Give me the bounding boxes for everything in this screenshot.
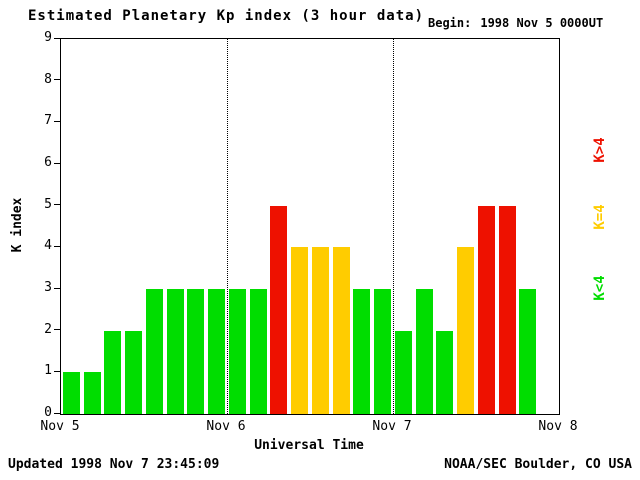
kp-bar xyxy=(208,289,226,414)
y-tick-label: 8 xyxy=(44,71,52,87)
updated-timestamp: Updated 1998 Nov 7 23:45:09 xyxy=(8,457,220,472)
begin-label: Begin: xyxy=(428,16,472,30)
x-tick-label: Nov 7 xyxy=(372,419,412,434)
y-axis-title: K index xyxy=(10,197,25,253)
x-tick-label: Nov 8 xyxy=(538,419,578,434)
kp-bar xyxy=(62,372,80,414)
y-tick-label: 0 xyxy=(44,405,52,420)
x-axis-title: Universal Time xyxy=(254,438,364,453)
kp-bar xyxy=(228,289,246,414)
y-tick-label: 9 xyxy=(44,30,52,45)
kp-bar xyxy=(415,289,433,414)
y-tick-label: 4 xyxy=(44,238,52,254)
source-attribution: NOAA/SEC Boulder, CO USA xyxy=(444,457,632,472)
y-tick-mark xyxy=(54,412,60,414)
kp-bar xyxy=(394,330,412,414)
kp-bar xyxy=(457,247,475,414)
x-tick-label: Nov 6 xyxy=(206,419,246,434)
kp-bar xyxy=(519,289,537,414)
y-tick-mark xyxy=(54,245,60,247)
y-tick-label: 3 xyxy=(44,280,52,295)
y-tick-mark xyxy=(54,329,60,331)
kp-bar xyxy=(498,205,516,414)
kp-bar xyxy=(291,247,309,414)
legend-item: K<4 xyxy=(592,275,608,301)
kp-bar xyxy=(125,330,143,414)
y-tick-label: 1 xyxy=(44,363,52,379)
legend-item: K=4 xyxy=(592,204,608,230)
y-tick-mark xyxy=(54,37,60,39)
chart-title: Estimated Planetary Kp index (3 hour dat… xyxy=(28,8,425,24)
y-tick-label: 5 xyxy=(44,196,52,212)
kp-bar xyxy=(311,247,329,414)
y-tick-mark xyxy=(54,370,60,372)
kp-bar xyxy=(270,205,288,414)
kp-bar xyxy=(83,372,101,414)
y-tick-label: 7 xyxy=(44,113,52,129)
kp-bar xyxy=(145,289,163,414)
y-tick-label: 6 xyxy=(44,155,52,170)
kp-bar xyxy=(249,289,267,414)
begin-timestamp: Begin: 1998 Nov 5 0000UT xyxy=(428,16,603,30)
kp-bar xyxy=(166,289,184,414)
day-separator-line xyxy=(227,39,228,414)
day-separator-line xyxy=(393,39,394,414)
kp-bar xyxy=(374,289,392,414)
x-tick-label: Nov 5 xyxy=(40,419,80,434)
y-tick-mark xyxy=(54,287,60,289)
legend-item: K>4 xyxy=(592,137,608,163)
y-tick-mark xyxy=(54,79,60,81)
y-tick-label: 2 xyxy=(44,321,52,337)
kp-bar xyxy=(436,330,454,414)
kp-bar xyxy=(353,289,371,414)
begin-value: 1998 Nov 5 0000UT xyxy=(480,16,604,30)
kp-bar xyxy=(477,205,495,414)
kp-bar xyxy=(187,289,205,414)
kp-bar xyxy=(104,330,122,414)
y-tick-mark xyxy=(54,204,60,206)
y-tick-mark xyxy=(54,120,60,122)
y-tick-mark xyxy=(54,162,60,164)
plot-area xyxy=(60,38,560,415)
kp-bar xyxy=(332,247,350,414)
